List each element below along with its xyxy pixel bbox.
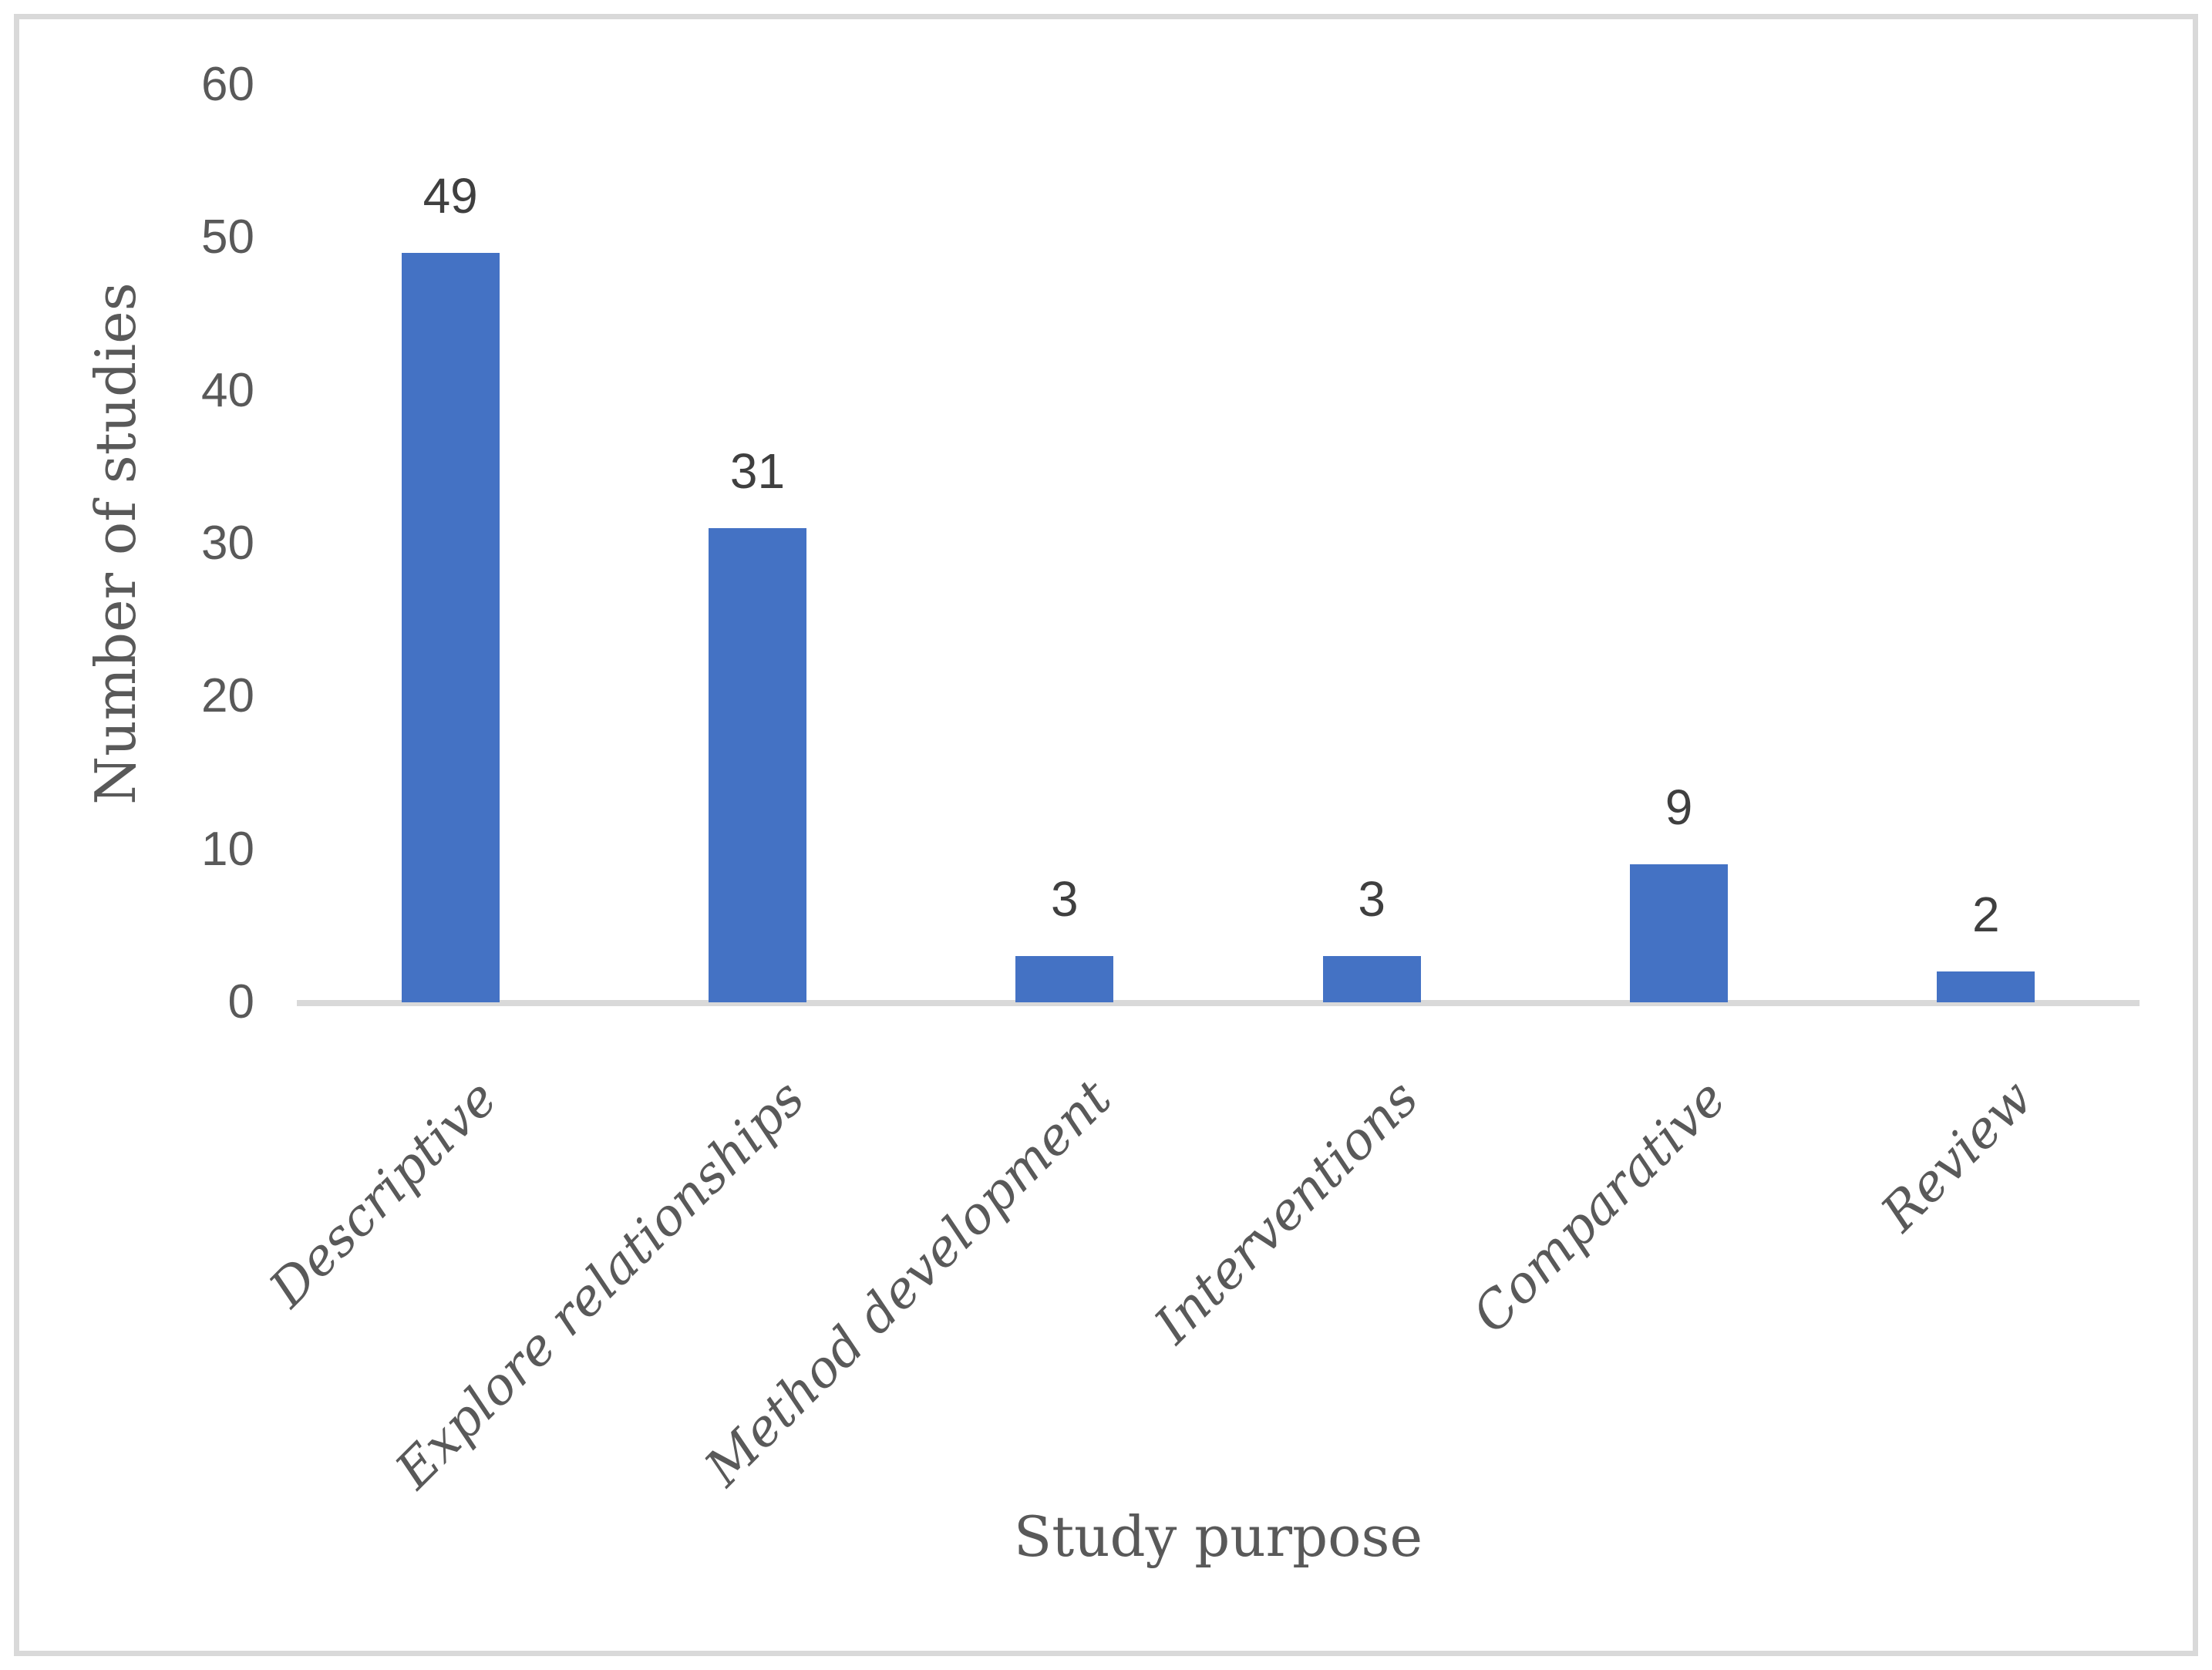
y-axis-tick-label: 60 — [201, 58, 254, 111]
y-axis-tick-label: 10 — [201, 822, 254, 876]
bar — [1937, 971, 2035, 1002]
bar-value-label: 49 — [423, 168, 478, 224]
y-axis-tick-label: 50 — [201, 210, 254, 264]
bar — [1322, 956, 1421, 1002]
y-axis-tick-label: 30 — [201, 517, 254, 570]
y-axis-tick-label: 40 — [201, 363, 254, 417]
bar-value-label: 9 — [1665, 779, 1693, 835]
x-axis-category-label: Descriptive — [258, 1068, 509, 1319]
x-axis-title: Study purpose — [1013, 1504, 1423, 1569]
bar — [709, 528, 806, 1002]
bar — [401, 253, 500, 1002]
y-axis-tick-label: 0 — [227, 975, 254, 1029]
figure-border — [14, 14, 2198, 1656]
bar-value-label: 3 — [1051, 871, 1079, 927]
bar — [1015, 956, 1114, 1002]
x-axis-category-label: Method development — [693, 1068, 1123, 1498]
bar — [1630, 864, 1728, 1002]
x-axis-line — [297, 1000, 2140, 1006]
x-axis-category-label: Explore relationships — [383, 1068, 816, 1500]
x-axis-category-label: Comparative — [1460, 1068, 1737, 1345]
bar-value-label: 2 — [1972, 887, 2000, 942]
y-axis-tick-label: 20 — [201, 669, 254, 723]
x-axis-category-label: Review — [1869, 1068, 2044, 1243]
bar-value-label: 31 — [729, 443, 786, 499]
bar-value-label: 3 — [1358, 871, 1385, 927]
x-axis-category-label: Interventions — [1143, 1068, 1430, 1355]
